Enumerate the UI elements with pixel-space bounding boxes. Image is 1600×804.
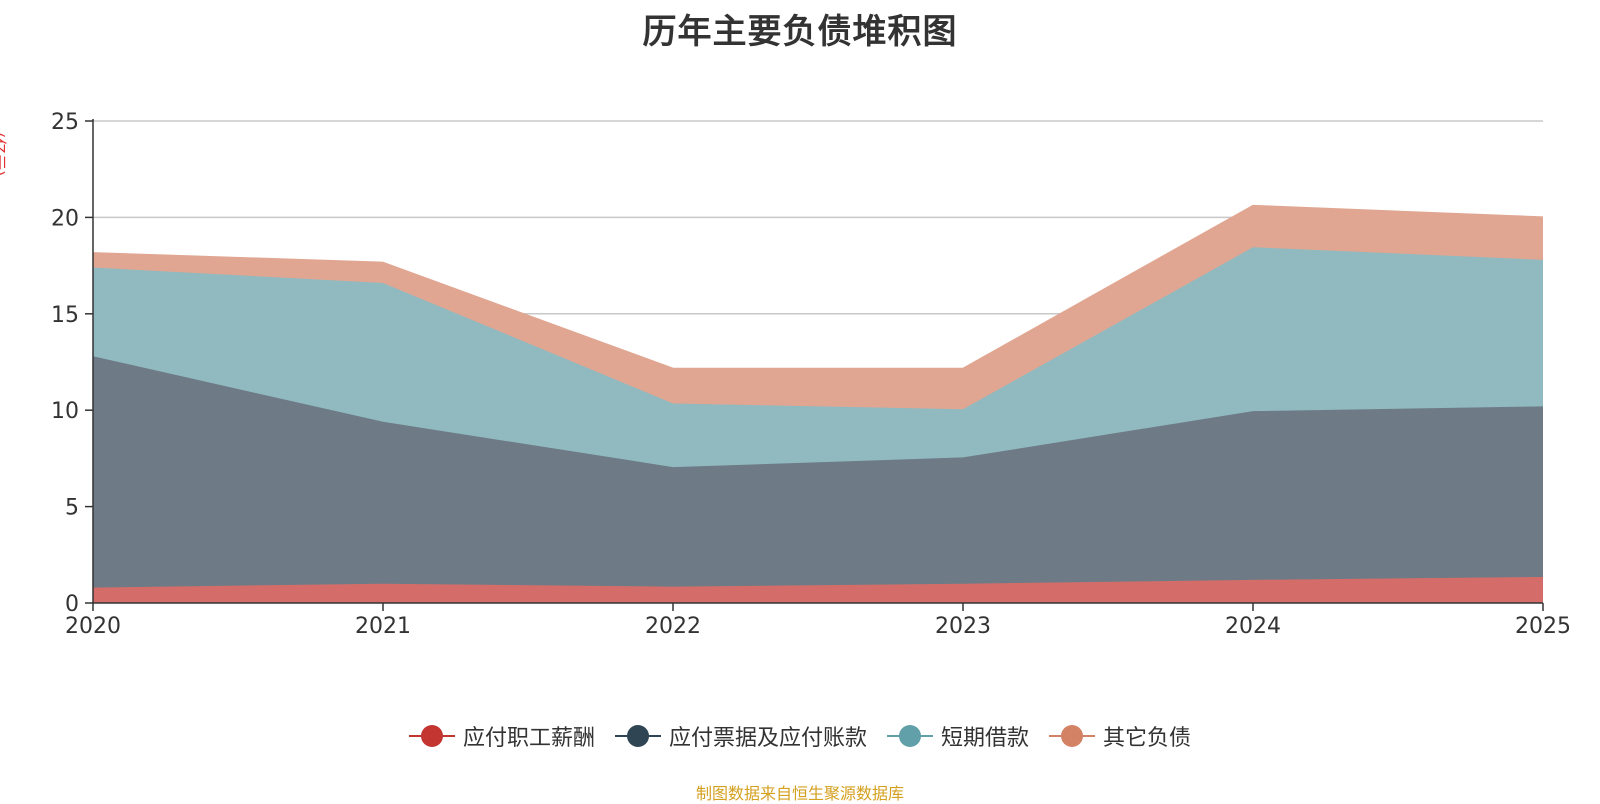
area-series-3[interactable] <box>93 205 1543 410</box>
y-tick-label-20: 20 <box>51 206 79 231</box>
x-tick-label-2020: 2020 <box>65 614 121 639</box>
x-tick-label-2021: 2021 <box>355 614 411 639</box>
y-tick-label-25: 25 <box>51 110 79 135</box>
area-series-0[interactable] <box>93 576 1543 603</box>
y-tick-label-10: 10 <box>51 399 79 424</box>
x-tick-label-2023: 2023 <box>935 614 991 639</box>
chart-title: 历年主要负债堆积图 <box>642 12 958 52</box>
legend-item-2[interactable]: 短期借款 <box>887 720 1029 752</box>
legend-item-0[interactable]: 应付职工薪酬 <box>408 720 595 752</box>
y-tick-label-0: 0 <box>65 592 79 617</box>
legend: 应付职工薪酬 应付票据及应付账款 短期借款 其它负债 <box>0 720 1600 752</box>
legend-item-1[interactable]: 应付票据及应付账款 <box>614 720 867 752</box>
x-tick-label-2022: 2022 <box>645 614 701 639</box>
legend-label: 短期借款 <box>941 726 1030 751</box>
legend-label: 其它负债 <box>1103 726 1192 751</box>
y-tick-label-5: 5 <box>65 496 79 521</box>
legend-item-3[interactable]: 其它负债 <box>1049 720 1191 752</box>
legend-label: 应付职工薪酬 <box>462 726 595 751</box>
y-tick-label-15: 15 <box>51 303 79 328</box>
legend-marker-icon <box>1049 724 1096 748</box>
legend-marker-icon <box>408 724 455 748</box>
x-tick-label-2024: 2024 <box>1225 614 1281 639</box>
legend-marker-icon <box>887 724 933 748</box>
legend-label: 应付票据及应付账款 <box>668 726 867 751</box>
series-line-0 <box>92 575 1544 589</box>
x-tick-label-2025: 2025 <box>1515 614 1571 639</box>
series-line-3 <box>92 204 1544 370</box>
area-series-2[interactable] <box>93 247 1543 468</box>
area-series-1[interactable] <box>93 356 1543 588</box>
source-note: 制图数据来自恒生聚源数据库 <box>695 784 904 803</box>
area-series <box>92 204 1544 603</box>
legend-marker-icon <box>614 724 661 748</box>
